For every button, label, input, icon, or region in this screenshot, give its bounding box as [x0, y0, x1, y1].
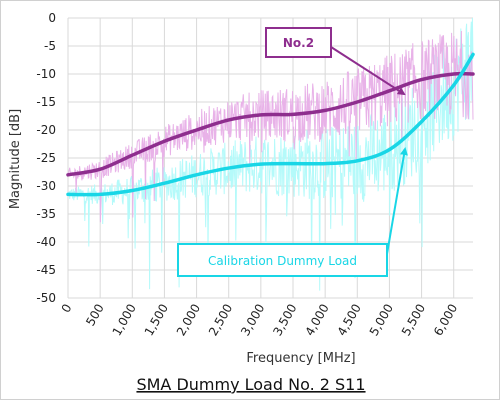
y-axis-title: Magnitude [dB] [8, 109, 23, 209]
x-tick-label: 2,500 [206, 302, 235, 339]
y-tick-label: -10 [36, 67, 56, 81]
calibration-callout-label: Calibration Dummy Load [208, 254, 357, 268]
x-axis-title: Frequency [MHz] [246, 351, 355, 366]
no2-callout-box [265, 27, 332, 58]
x-tick-label: 4,000 [302, 302, 331, 339]
y-tick-label: -5 [44, 39, 56, 53]
y-tick-label: 0 [48, 11, 56, 25]
x-tick-label: 4,500 [335, 302, 364, 339]
x-tick-label: 5,000 [367, 302, 396, 339]
chart-caption: SMA Dummy Load No. 2 S11 [136, 375, 365, 394]
x-tick-label: 6,000 [431, 302, 460, 339]
x-tick-label: 2,000 [174, 302, 203, 339]
x-tick-label: 0 [59, 302, 75, 316]
y-tick-label: -40 [36, 235, 56, 249]
y-tick-labels: 0 -5 -10 -15 -20 -25 -30 -35 -40 -45 -50 [36, 11, 56, 305]
x-tick-label: 5,500 [399, 302, 428, 339]
series-line [66, 71, 475, 177]
x-tick-label: 3,500 [270, 302, 299, 339]
y-tick-label: -35 [36, 207, 56, 221]
y-tick-label: -25 [36, 151, 56, 165]
x-tick-label: 3,000 [238, 302, 267, 339]
x-tick-label: 1,000 [110, 302, 139, 339]
y-tick-label: -50 [36, 291, 56, 305]
no2-callout-arrow [330, 46, 406, 96]
y-tick-label: -30 [36, 179, 56, 193]
y-tick-label: -15 [36, 95, 56, 109]
y-tick-label: -20 [36, 123, 56, 137]
x-tick-labels: 0 500 1,000 1,500 2,000 2,500 3,000 3,500 4,000 4… [59, 302, 461, 339]
series-line [66, 52, 475, 197]
x-tick-label: 1,500 [142, 302, 171, 339]
no2-callout-label: No.2 [283, 36, 314, 50]
x-tick-label: 500 [83, 302, 107, 329]
calibration-callout-arrow [386, 147, 408, 255]
y-tick-label: -45 [36, 263, 56, 277]
callouts: No.2 Calibration Dummy Load [177, 27, 408, 277]
calibration-callout-box [177, 243, 388, 277]
smoothed-traces [66, 52, 475, 197]
